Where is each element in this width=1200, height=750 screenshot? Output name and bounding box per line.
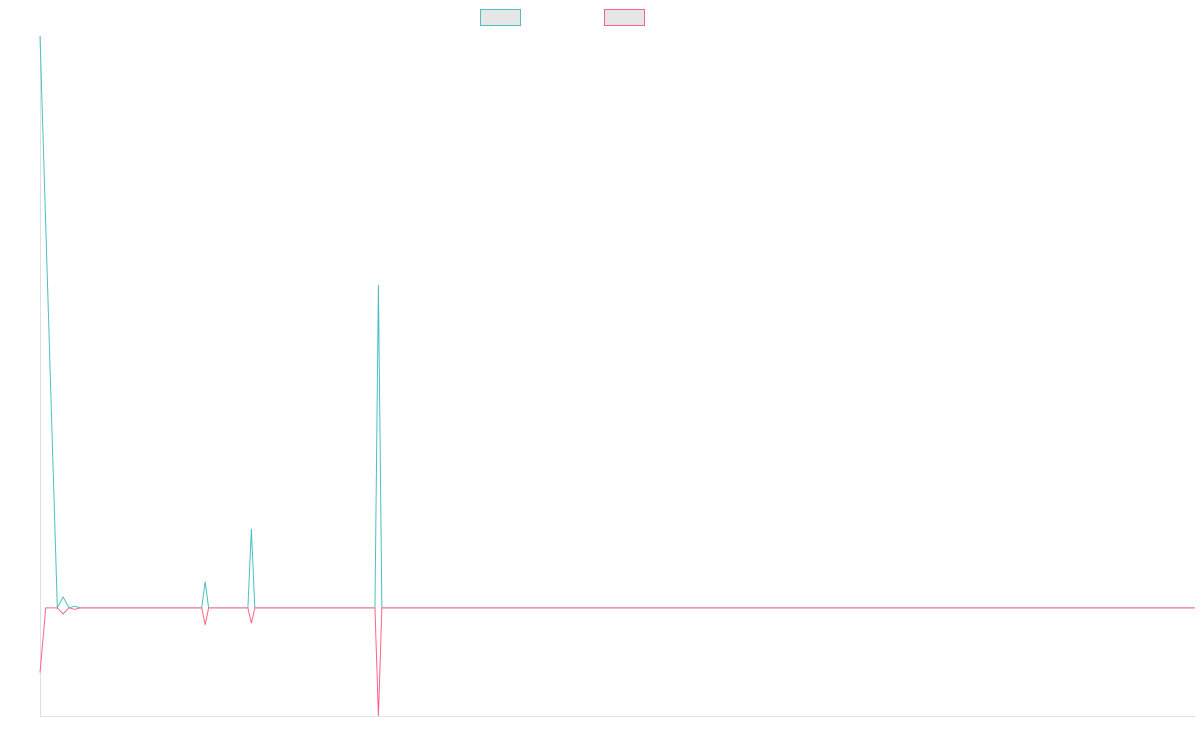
- series-2-line[interactable]: [39, 607, 1195, 717]
- series-1-line[interactable]: [39, 35, 1195, 610]
- series-layer: [39, 35, 1195, 717]
- legend-swatch-series-2[interactable]: [604, 9, 645, 26]
- legend: [480, 9, 645, 26]
- legend-swatch-series-1[interactable]: [480, 9, 521, 26]
